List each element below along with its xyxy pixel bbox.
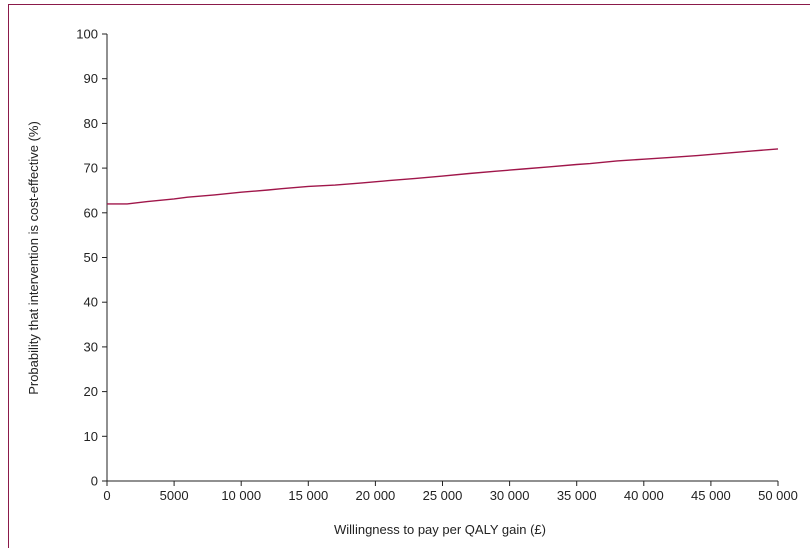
x-axis-title: Willingness to pay per QALY gain (£) — [334, 522, 546, 537]
x-tick-label: 15 000 — [288, 488, 328, 503]
y-tick-label: 10 — [84, 429, 98, 444]
y-tick-label: 80 — [84, 116, 98, 131]
x-tick-label: 20 000 — [356, 488, 396, 503]
x-tick-label: 35 000 — [557, 488, 597, 503]
x-tick-label: 40 000 — [624, 488, 664, 503]
y-tick-label: 90 — [84, 71, 98, 86]
y-tick-label: 40 — [84, 295, 98, 310]
y-axis: 0 10 20 30 40 50 60 70 80 90 100 — [76, 27, 108, 489]
figure-frame — [8, 4, 810, 548]
x-tick-label: 5000 — [160, 488, 189, 503]
x-tick-label: 45 000 — [691, 488, 731, 503]
y-tick-label: 100 — [76, 27, 98, 42]
x-tick-label: 50 000 — [758, 488, 798, 503]
y-axis-title: Probability that intervention is cost-ef… — [26, 121, 41, 395]
x-tick-label: 25 000 — [423, 488, 463, 503]
y-tick-label: 0 — [91, 474, 98, 489]
y-tick-label: 60 — [84, 205, 98, 220]
series-layer — [107, 148, 779, 205]
x-tick-label: 10 000 — [221, 488, 261, 503]
y-tick-label: 30 — [84, 339, 98, 354]
y-tick-label: 20 — [84, 384, 98, 399]
series-line — [107, 148, 779, 205]
x-tick-label: 0 — [103, 488, 110, 503]
y-tick-label: 70 — [84, 161, 98, 176]
x-tick-label: 30 000 — [490, 488, 530, 503]
x-axis: 0 5000 10 000 15 000 20 000 25 000 30 000 35 00… — [103, 480, 798, 503]
y-tick-label: 50 — [84, 250, 98, 265]
